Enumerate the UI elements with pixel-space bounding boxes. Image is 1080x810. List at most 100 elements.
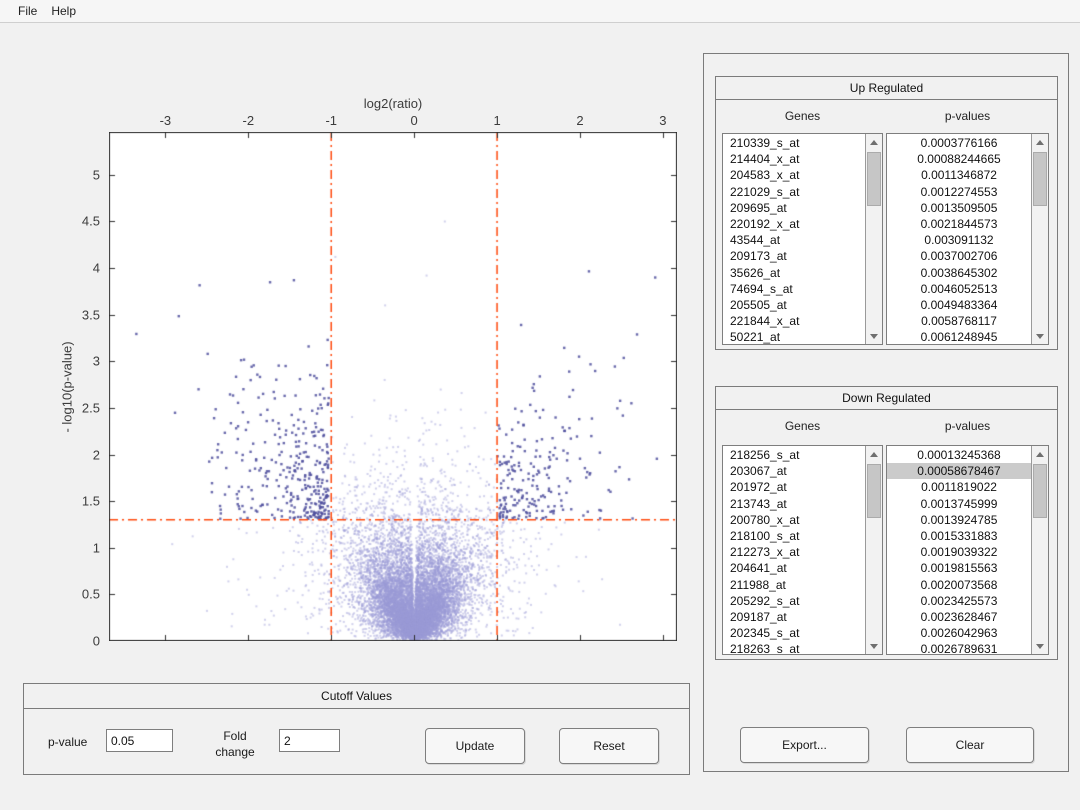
pvalue-list-item[interactable]: 0.0019815563 <box>920 561 998 576</box>
pvalue-list-item[interactable]: 0.0003776166 <box>920 136 998 150</box>
pvalue-list-item[interactable]: 0.0037002706 <box>920 249 998 264</box>
pvalue-list-item[interactable]: 0.0058768117 <box>921 314 997 329</box>
pvalue-list-item[interactable]: 0.0015331883 <box>920 528 998 543</box>
scrollbar-thumb[interactable] <box>867 464 881 518</box>
gene-list-item[interactable]: 209173_at <box>730 249 787 264</box>
pvalue-list-item[interactable]: 0.00013245368 <box>917 448 1001 462</box>
x-tick-label: 0 <box>410 113 418 128</box>
pvalue-list-item[interactable]: 0.00088244665 <box>917 152 1001 167</box>
y-tick-label: 1 <box>92 540 100 556</box>
pvalue-list-item[interactable]: 0.0013509505 <box>920 200 998 215</box>
gene-list-item[interactable]: 221029_s_at <box>730 184 800 199</box>
y-tick-label: 3.5 <box>81 307 100 323</box>
gene-list-item[interactable]: 205505_at <box>730 297 787 312</box>
pvalue-list-item[interactable]: 0.0012274553 <box>920 184 998 199</box>
pvalue-list-item[interactable]: 0.00058678467 <box>887 463 1031 480</box>
pvalue-input[interactable] <box>106 729 173 752</box>
fold-change-input[interactable] <box>279 729 340 752</box>
cutoff-values-panel: Cutoff Values p-value Fold change Update… <box>23 683 690 775</box>
gene-list-item[interactable]: 214404_x_at <box>730 152 800 167</box>
pvalue-list-item[interactable]: 0.0023628467 <box>920 609 998 624</box>
x-tick-label: 3 <box>659 113 667 128</box>
pvalue-list-item[interactable]: 0.0019039322 <box>920 545 998 560</box>
scrollbar-thumb[interactable] <box>1033 152 1047 206</box>
cutoff-values-title: Cutoff Values <box>24 684 689 709</box>
gene-list-item[interactable]: 218256_s_at <box>730 448 800 462</box>
pvalue-list-item[interactable]: 0.0020073568 <box>920 577 998 592</box>
gene-list-item[interactable]: 220192_x_at <box>730 216 800 231</box>
gene-list-item[interactable]: 210339_s_at <box>730 136 800 150</box>
pvalue-list-item[interactable]: 0.0011819022 <box>921 480 997 495</box>
scrollbar-up-arrow-icon[interactable] <box>866 446 882 462</box>
menu-file[interactable]: File <box>18 4 38 18</box>
scrollbar-down-arrow-icon[interactable] <box>866 328 882 344</box>
gene-list-item[interactable]: 221844_x_at <box>730 314 800 329</box>
x-axis-label: log2(ratio) <box>363 96 423 111</box>
gene-list-item[interactable]: 205292_s_at <box>730 593 800 608</box>
gene-list-item[interactable]: 203067_at <box>730 464 787 479</box>
up-genes-listbox[interactable]: 210339_s_at 214404_x_at 204583_x_at 221029_… <box>722 133 883 345</box>
scrollbar-up-arrow-icon[interactable] <box>1032 134 1048 150</box>
pvalue-list-item[interactable]: 0.0026789631 <box>920 642 998 655</box>
update-button[interactable]: Update <box>425 728 525 764</box>
down-pvalues-header: p-values <box>944 419 991 433</box>
gene-list-item[interactable]: 35626_at <box>730 265 781 280</box>
scrollbar-thumb[interactable] <box>1033 464 1047 518</box>
pvalue-list-item[interactable]: 0.0013745999 <box>920 496 998 511</box>
gene-list-item[interactable]: 204583_x_at <box>730 168 800 183</box>
pvalue-list-item[interactable]: 0.0046052513 <box>920 281 998 296</box>
gene-list-item[interactable]: 209695_at <box>730 200 787 215</box>
pvalue-label: p-value <box>48 735 88 749</box>
pvalue-list-item[interactable]: 0.003091132 <box>924 233 994 248</box>
menu-help[interactable]: Help <box>51 4 77 18</box>
gene-list-item[interactable]: 209187_at <box>730 609 787 624</box>
fold-change-label: Fold change <box>215 729 255 759</box>
gene-list-item[interactable]: 204641_at <box>730 561 787 576</box>
gene-list-item[interactable]: 218100_s_at <box>730 528 800 543</box>
gene-list-item[interactable]: 43544_at <box>730 233 781 248</box>
down-genes-scrollbar[interactable] <box>865 446 882 654</box>
up-pvalues-scrollbar[interactable] <box>1031 134 1048 344</box>
gene-list-item[interactable]: 201972_at <box>730 480 787 495</box>
pvalue-list-item[interactable]: 0.0021844573 <box>920 216 998 231</box>
reset-button[interactable]: Reset <box>559 728 659 764</box>
gene-list-item[interactable]: 213743_at <box>730 496 787 511</box>
pvalue-list-item[interactable]: 0.0026042963 <box>920 626 998 641</box>
scrollbar-thumb[interactable] <box>867 152 881 206</box>
gene-list-item[interactable]: 202345_s_at <box>730 626 800 641</box>
pvalue-list-item[interactable]: 0.0013924785 <box>920 512 998 527</box>
pvalue-list-item[interactable]: 0.0011346872 <box>921 168 997 183</box>
gene-list-item[interactable]: 212273_x_at <box>730 545 800 560</box>
scrollbar-down-arrow-icon[interactable] <box>866 638 882 654</box>
gene-list-item[interactable]: 74694_s_at <box>730 281 793 296</box>
x-tick-label: -3 <box>159 113 172 128</box>
pvalue-list-item[interactable]: 0.0049483364 <box>920 297 998 312</box>
scrollbar-up-arrow-icon[interactable] <box>1032 446 1048 462</box>
down-genes-listbox[interactable]: 218256_s_at 203067_at 201972_at 213743_at 20… <box>722 445 883 655</box>
gene-list-item[interactable]: 200780_x_at <box>730 512 800 527</box>
pvalue-list-item[interactable]: 0.0038645302 <box>920 265 998 280</box>
pvalue-list-item[interactable]: 0.0061248945 <box>920 330 998 345</box>
volcano-plot[interactable]: log2(ratio) - log10(p-value) -3 -2 -1 0 1 2 3 … <box>60 96 677 649</box>
gene-list-item[interactable]: 50221_at <box>730 330 781 345</box>
clear-button[interactable]: Clear <box>906 727 1034 763</box>
up-genes-header: Genes <box>784 109 821 123</box>
down-genes-header: Genes <box>784 419 821 433</box>
down-pvalues-listbox[interactable]: 0.00013245368 0.00058678467 0.0011819022 0.… <box>886 445 1049 655</box>
gene-list-item[interactable]: 218263_s_at <box>730 642 800 655</box>
menubar: File Help <box>0 0 1080 23</box>
x-tick-label: -1 <box>325 113 337 128</box>
scrollbar-down-arrow-icon[interactable] <box>1032 328 1048 344</box>
export-button[interactable]: Export... <box>740 727 869 763</box>
scrollbar-up-arrow-icon[interactable] <box>866 134 882 150</box>
gene-list-item[interactable]: 211988_at <box>730 577 786 592</box>
down-pvalues-scrollbar[interactable] <box>1031 446 1048 654</box>
y-tick-label: 2 <box>92 447 100 463</box>
up-pvalues-listbox[interactable]: 0.0003776166 0.00088244665 0.0011346872 0.0… <box>886 133 1049 345</box>
volcano-canvas[interactable] <box>109 132 677 641</box>
up-regulated-panel: Up Regulated Genes p-values 210339_s_at 2… <box>715 76 1058 350</box>
up-genes-scrollbar[interactable] <box>865 134 882 344</box>
pvalue-list-item[interactable]: 0.0023425573 <box>920 593 998 608</box>
scrollbar-down-arrow-icon[interactable] <box>1032 638 1048 654</box>
